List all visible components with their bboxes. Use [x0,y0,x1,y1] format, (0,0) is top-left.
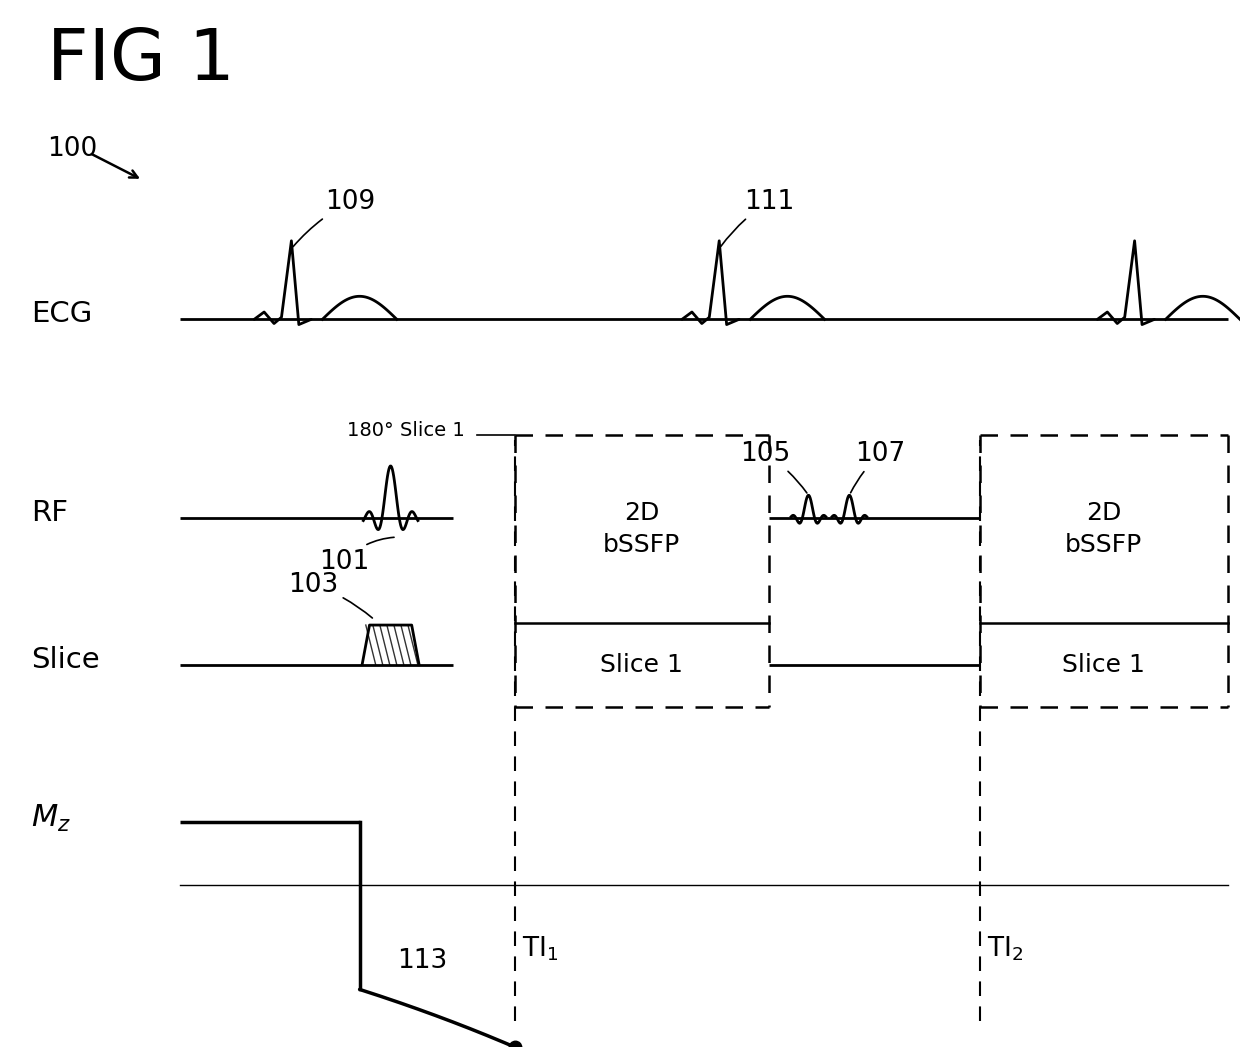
Text: Slice: Slice [31,646,99,673]
Text: Slice 1: Slice 1 [600,653,683,676]
Text: 2D
bSSFP: 2D bSSFP [1065,500,1142,557]
Text: 107: 107 [851,441,906,493]
Text: RF: RF [31,499,68,527]
Text: ECG: ECG [31,300,92,328]
Text: 103: 103 [288,572,372,618]
Text: 113: 113 [397,948,448,974]
Text: 105: 105 [740,441,807,493]
Text: 100: 100 [47,136,98,162]
Text: TI$_2$: TI$_2$ [987,935,1023,963]
Text: FIG 1: FIG 1 [47,26,234,95]
Text: 101: 101 [319,537,394,575]
Text: Slice 1: Slice 1 [1063,653,1145,676]
Text: 109: 109 [293,188,376,246]
Text: 2D
bSSFP: 2D bSSFP [603,500,681,557]
Text: 180° Slice 1: 180° Slice 1 [347,421,465,440]
Text: 111: 111 [720,188,795,246]
Text: TI$_1$: TI$_1$ [522,935,558,963]
Text: $M_z$: $M_z$ [31,803,71,834]
